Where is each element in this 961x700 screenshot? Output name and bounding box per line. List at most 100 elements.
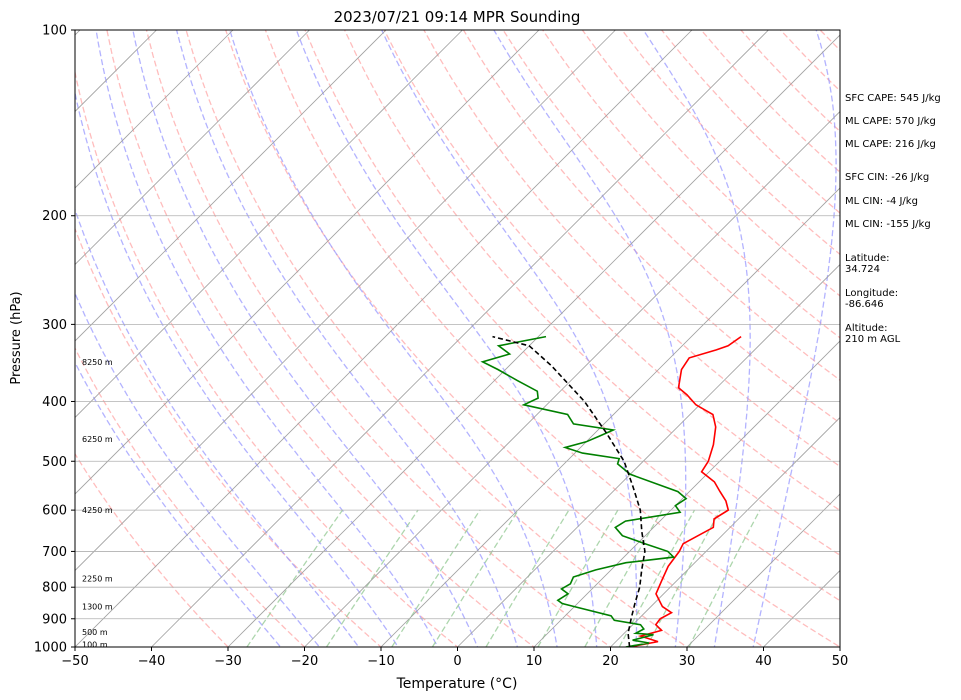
moist-adiabat bbox=[132, 30, 479, 647]
y-tick-label: 900 bbox=[42, 612, 67, 627]
ml-cin-text: ML CIN: -4 J/kg bbox=[845, 196, 918, 207]
y-tick-label: 400 bbox=[42, 395, 67, 410]
isotherm bbox=[75, 30, 387, 342]
latitude-label: Latitude: bbox=[845, 253, 890, 264]
x-tick-label: 0 bbox=[453, 654, 461, 669]
y-tick-label: 100 bbox=[42, 24, 67, 39]
moist-adiabat bbox=[295, 30, 598, 647]
x-tick-label: −10 bbox=[367, 654, 394, 669]
isotherm bbox=[380, 187, 840, 647]
mixing-ratio-line bbox=[391, 509, 481, 647]
moist-adiabat bbox=[493, 30, 687, 647]
ml-cape-2-text: ML CAPE: 216 J/kg bbox=[845, 139, 936, 150]
mixing-ratio-line bbox=[537, 509, 619, 647]
isotherm bbox=[75, 30, 540, 495]
y-tick-label: 300 bbox=[42, 318, 67, 333]
series-line-1 bbox=[480, 335, 688, 647]
dry-adiabat bbox=[145, 30, 612, 647]
height-label: 6250 m bbox=[82, 435, 113, 444]
x-tick-label: 30 bbox=[679, 654, 696, 669]
y-tick-label: 800 bbox=[42, 581, 67, 596]
longitude-label: Longitude: bbox=[845, 288, 899, 299]
x-axis-ticks: −50 −40 −30 −20 −10 0 10 20 30 40 50 bbox=[61, 647, 848, 669]
height-labels: 100 m 500 m 1300 m 2250 m 4250 m 6250 m 8250 m bbox=[82, 358, 113, 650]
moist-adiabat bbox=[75, 360, 282, 647]
pressure-grid bbox=[75, 30, 840, 647]
y-tick-label: 500 bbox=[42, 455, 67, 470]
y-axis-label: Pressure (hPa) bbox=[9, 291, 24, 384]
background-lines bbox=[0, 30, 840, 647]
dry-adiabat bbox=[75, 452, 229, 647]
isotherm bbox=[686, 493, 840, 647]
x-axis-label: Temperature (°C) bbox=[396, 676, 518, 692]
x-tick-label: 40 bbox=[755, 654, 772, 669]
ml-cape-text: ML CAPE: 570 J/kg bbox=[845, 116, 936, 127]
moist-adiabat bbox=[75, 291, 321, 647]
height-label: 100 m bbox=[82, 641, 108, 650]
mixing-ratio-line bbox=[246, 509, 344, 647]
isotherm bbox=[610, 416, 840, 647]
mixing-ratio-line bbox=[431, 509, 519, 647]
chart-title: 2023/07/21 09:14 MPR Sounding bbox=[334, 8, 581, 26]
isotherm bbox=[533, 340, 840, 647]
sfc-cin-text: SFC CIN: -26 J/kg bbox=[845, 172, 930, 183]
series-layer bbox=[480, 335, 742, 647]
x-tick-label: −20 bbox=[291, 654, 318, 669]
isotherm bbox=[75, 30, 693, 647]
isotherm bbox=[457, 263, 840, 647]
moist-adiabat bbox=[75, 207, 360, 647]
y-tick-label: 1000 bbox=[34, 641, 67, 656]
isotherm bbox=[75, 30, 310, 266]
dry-adiabat bbox=[462, 30, 840, 424]
x-tick-label: −40 bbox=[138, 654, 165, 669]
height-label: 1300 m bbox=[82, 603, 113, 612]
dry-adiabat bbox=[106, 30, 536, 647]
series-line-0 bbox=[629, 335, 742, 647]
moist-adiabat bbox=[642, 30, 751, 647]
series-line-2 bbox=[492, 335, 646, 647]
moist-adiabat bbox=[75, 89, 399, 647]
isotherm bbox=[304, 110, 840, 647]
isotherm bbox=[0, 30, 4, 647]
dry-adiabat bbox=[502, 30, 840, 381]
height-label: 4250 m bbox=[82, 506, 113, 515]
x-tick-label: 50 bbox=[832, 654, 849, 669]
dry-adiabat bbox=[264, 30, 840, 647]
mixing-ratio-line bbox=[325, 509, 419, 647]
sfc-cape-text: SFC CAPE: 545 J/kg bbox=[845, 93, 941, 104]
isotherm bbox=[75, 30, 234, 189]
x-tick-label: 20 bbox=[602, 654, 619, 669]
y-tick-label: 200 bbox=[42, 209, 67, 224]
dry-adiabat bbox=[75, 346, 306, 647]
dry-adiabat bbox=[225, 30, 765, 647]
isotherm bbox=[75, 30, 463, 419]
mixing-ratio-line bbox=[485, 509, 570, 647]
dry-adiabat bbox=[581, 30, 840, 297]
dry-adiabat bbox=[383, 30, 840, 512]
y-tick-label: 700 bbox=[42, 545, 67, 560]
altitude-value: 210 m AGL bbox=[845, 334, 901, 345]
height-label: 8250 m bbox=[82, 358, 113, 367]
height-label: 2250 m bbox=[82, 575, 113, 584]
dry-adiabat bbox=[185, 30, 689, 647]
latitude-value: 34.724 bbox=[845, 264, 880, 275]
longitude-value: -86.646 bbox=[845, 299, 884, 310]
x-tick-label: −30 bbox=[214, 654, 241, 669]
height-label: 500 m bbox=[82, 628, 108, 637]
isotherm bbox=[75, 30, 616, 572]
moist-adiabat bbox=[752, 30, 837, 647]
y-tick-label: 600 bbox=[42, 504, 67, 519]
moist-adiabat bbox=[175, 30, 518, 647]
altitude-label: Altitude: bbox=[845, 323, 888, 334]
moist-adiabat bbox=[381, 30, 638, 647]
mixing-ratio-line bbox=[688, 509, 761, 647]
plot-frame bbox=[74, 29, 841, 648]
x-tick-label: 10 bbox=[526, 654, 543, 669]
moist-adiabat bbox=[229, 30, 558, 647]
ml-cin-2-text: ML CIN: -155 J/kg bbox=[845, 219, 931, 230]
isotherm bbox=[151, 30, 769, 647]
x-tick-label: −50 bbox=[61, 654, 88, 669]
moist-adiabat bbox=[95, 30, 439, 647]
y-axis-ticks: 1000 900 800 700 600 500 400 300 200 100 bbox=[34, 24, 75, 656]
